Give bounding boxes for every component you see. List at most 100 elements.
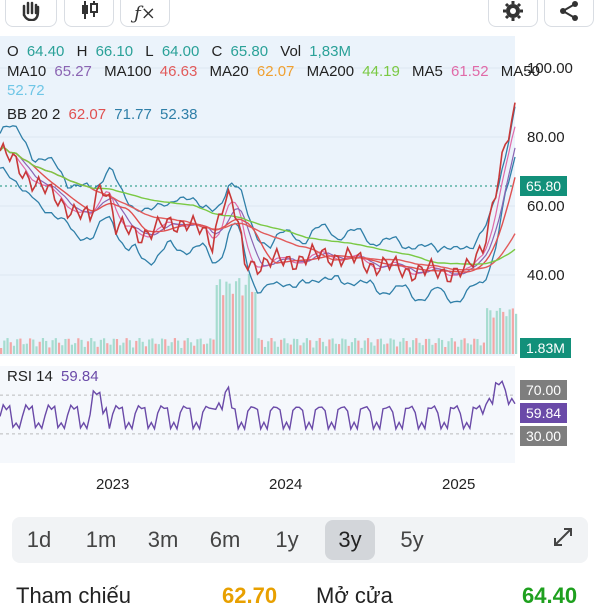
volume-bar [231,293,234,354]
rsi-label: RSI 14 [7,368,53,385]
volume-bar [141,341,144,354]
volume-bar [502,311,505,354]
volume-bar [263,346,267,354]
volume-bar [515,313,518,354]
price-tick-100: 100.00 [527,60,573,77]
volume-bar [379,338,383,354]
volume-bar [64,338,67,354]
range-3y[interactable]: 3y [325,520,375,560]
volume-bar [154,343,157,354]
high-label: H 66.10 [76,43,134,60]
settings-button[interactable] [488,0,538,27]
volume-bar [370,342,373,354]
chart-type-button[interactable] [64,0,114,27]
volume-bar [251,291,254,354]
candlestick-icon [78,0,100,26]
volume-bar [67,338,70,354]
volume-bar [302,342,305,354]
volume-bar [280,339,283,354]
volume-bar [131,347,135,354]
volume-bar [466,343,469,354]
volume-bar [199,338,202,354]
volume-bar [312,347,315,354]
rsi-value: 59.84 [61,368,99,385]
volume-bar [103,338,106,354]
volume-bar [144,346,148,354]
low-label: L 64.00 [145,43,200,60]
share-icon [558,0,580,27]
volume-bar [180,347,183,354]
volume-bar [109,344,112,354]
price-chart[interactable]: O 64.40 H 66.10 L 64.00 C 65.80 Vol 1,83… [0,36,600,501]
volume-bar [51,340,54,354]
ma5-label: MA5 61.52 [412,63,489,80]
volume-bar [170,342,173,354]
range-5y[interactable]: 5y [400,527,424,552]
volume-bar [189,342,193,354]
indicators-button[interactable]: ƒ× [120,0,170,27]
volume-bar [3,340,6,354]
volume-bar [463,338,466,354]
volume-bar [495,310,498,354]
volume-bar [173,338,177,354]
volume-bar [257,338,260,354]
volume-bar [424,338,428,354]
volume-bar [479,345,482,354]
volume-bar [276,346,280,354]
volume-bar [511,308,514,354]
volume-bar [440,339,444,354]
range-1m[interactable]: 1m [85,527,117,552]
ma200-line [0,146,516,266]
volume-bar [218,279,222,354]
volume-bar [395,346,399,354]
bb-mid-value: 62.07 [68,106,107,123]
volume-bar [247,273,251,354]
volume-bar [167,345,170,354]
ma10-line [0,146,516,275]
volume-bar [157,344,160,354]
hand-tool-button[interactable] [5,0,57,27]
volume-bar [363,340,366,354]
range-1d[interactable]: 1d [26,527,52,552]
volume-bar [96,346,99,354]
volume-bar [41,338,45,354]
volume-bar [460,339,463,354]
volume-bar [498,308,502,354]
volume-bar [215,284,218,354]
volume-bar [450,338,453,354]
volume-bar [212,339,215,354]
volume-bar [305,338,308,354]
rsi-pane-bg [0,366,515,463]
volume-bar [151,338,154,354]
volume-bar [437,338,440,354]
volume-bar [453,341,457,354]
volume-bar [383,344,386,354]
volume-bar [119,345,122,354]
price-pane-bg [0,36,515,356]
volume-bar [77,338,80,354]
volume-bar [325,346,328,354]
expand-icon [552,526,574,554]
range-6m[interactable]: 6m [209,527,241,552]
volume-bar [421,345,424,354]
expand-button[interactable] [538,520,588,560]
bb-upper-value: 71.77 [114,106,152,123]
range-3m[interactable]: 3m [147,527,179,552]
share-button[interactable] [544,0,594,27]
range-1y[interactable]: 1y [275,527,299,552]
close-line [0,102,516,283]
volume-bar [457,346,460,354]
volume-bar [54,338,57,354]
volume-bar [202,344,205,354]
ma10-label: MA10 65.27 [7,63,92,80]
volume-bar [444,347,447,354]
volume-bar [183,340,186,354]
volume-label: Vol 1,83M [280,43,351,60]
volume-bar [431,344,434,354]
volume-bar [45,340,48,354]
volume-bar [334,343,337,354]
volume-bar [135,340,138,354]
chart-canvas[interactable] [0,36,600,501]
volume-bar [28,338,32,354]
rsi-legend: RSI 14 59.84 [7,367,103,387]
